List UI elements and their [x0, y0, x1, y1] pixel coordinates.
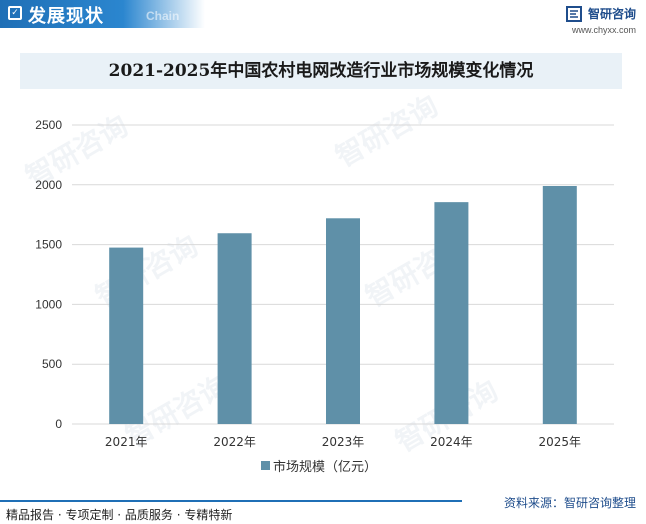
- source-note: 资料来源：智研咨询整理: [503, 496, 636, 510]
- legend-label: 市场规模（亿元）: [273, 460, 378, 475]
- x-tick-label: 2025年: [539, 435, 582, 449]
- section-title-en: Chain: [146, 9, 180, 23]
- x-tick-label: 2021年: [105, 435, 148, 449]
- check-icon: ✓: [8, 6, 22, 20]
- y-tick-label: 2000: [35, 178, 62, 192]
- chart-title: 2021-2025年中国农村电网改造行业市场规模变化情况: [108, 61, 534, 81]
- chart-title-box: 2021-2025年中国农村电网改造行业市场规模变化情况: [20, 53, 622, 89]
- x-tick-label: 2022年: [213, 435, 256, 449]
- legend-swatch: [261, 461, 270, 470]
- y-tick-label: 1500: [35, 238, 62, 252]
- y-tick-label: 1000: [35, 297, 62, 311]
- x-tick-label: 2024年: [430, 435, 473, 449]
- y-tick-label: 0: [55, 417, 62, 431]
- bar: [326, 218, 360, 424]
- header-bar: [0, 0, 205, 28]
- y-tick-label: 2500: [35, 118, 62, 132]
- footer-divider: [0, 500, 462, 502]
- brand-name: 智研咨询: [588, 7, 637, 21]
- y-tick-label: 500: [42, 357, 62, 371]
- bar: [109, 247, 144, 424]
- footer-slogan: 精品报告 · 专项定制 · 品质服务 · 专精特新: [6, 508, 233, 522]
- bar: [542, 185, 577, 424]
- x-tick-label: 2023年: [322, 435, 365, 449]
- brand-url: www.chyxx.com: [572, 25, 637, 35]
- bar: [434, 202, 469, 424]
- header: ✓ 发展现状 Chain 智研咨询 www.chyxx.com: [0, 0, 646, 40]
- section-title: 发展现状: [28, 6, 104, 27]
- bar: [217, 233, 252, 424]
- brand-logo-icon: [566, 6, 582, 22]
